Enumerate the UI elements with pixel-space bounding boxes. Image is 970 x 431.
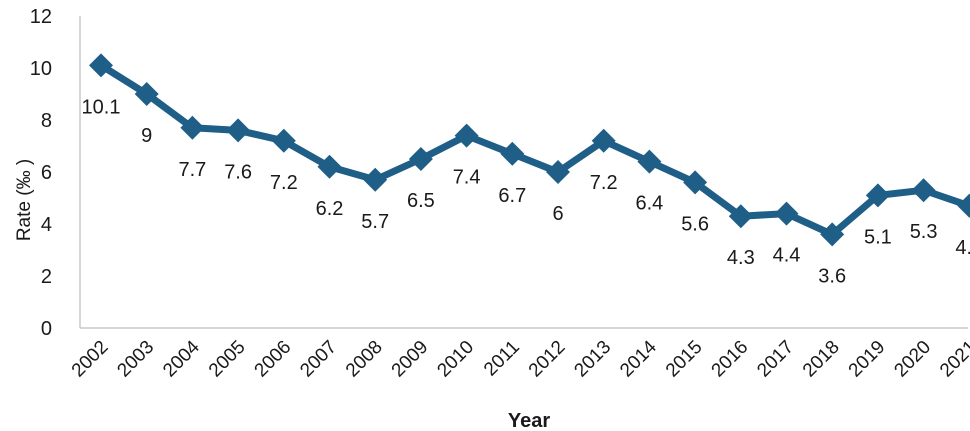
data-point-marker	[226, 118, 251, 143]
data-point-marker	[637, 149, 662, 174]
data-label: 3.6	[818, 265, 846, 287]
data-point-marker	[957, 193, 970, 218]
data-point-marker	[546, 160, 570, 184]
data-point-marker	[363, 167, 388, 192]
series-line	[97, 61, 970, 238]
data-label: 6.7	[498, 185, 526, 207]
x-tick-label: 2017	[753, 337, 798, 382]
data-label: 7.2	[590, 172, 618, 194]
data-label: 5.6	[681, 213, 709, 235]
x-tick-label: 2016	[708, 337, 753, 382]
data-label: 7.7	[178, 159, 206, 181]
data-point-marker	[317, 154, 342, 179]
y-tick-label: 0	[41, 318, 52, 340]
x-tick-label: 2005	[205, 337, 250, 382]
data-label: 5.7	[361, 211, 389, 233]
y-tick-label: 2	[41, 266, 52, 288]
x-tick-label: 2014	[616, 336, 661, 381]
data-point-marker	[911, 178, 936, 203]
data-label: 7.2	[270, 172, 298, 194]
x-tick-label: 2018	[799, 337, 844, 382]
data-point-marker	[728, 204, 753, 229]
y-tick-label: 12	[30, 6, 52, 28]
y-axis-ticks: 0 2 4 6 8 10 12	[30, 6, 52, 340]
x-tick-label: 2012	[525, 337, 570, 382]
data-point-marker	[134, 82, 159, 106]
data-point-marker	[500, 141, 525, 166]
y-axis-title: Rate (‰ )	[14, 159, 35, 241]
y-tick-label: 6	[41, 162, 52, 184]
data-point-marker	[408, 147, 433, 171]
x-tick-label: 2003	[113, 337, 158, 382]
data-label: 7.6	[224, 161, 252, 183]
data-point-marker	[820, 222, 845, 247]
x-tick-label: 2006	[251, 337, 296, 382]
data-labels: 10.1 9 7.7 7.6 7.2 6.2 5.7 6.5 7.4 6.7 6 7.2 6.4 5.6 4…	[82, 96, 970, 287]
data-label: 10.1	[82, 96, 121, 118]
data-label: 7.4	[453, 167, 481, 189]
data-point-marker	[774, 201, 799, 226]
x-tick-label: 2020	[890, 337, 935, 382]
data-label: 6.2	[316, 198, 344, 220]
data-label: 4.3	[727, 247, 755, 269]
data-label: 5.1	[864, 226, 892, 248]
x-tick-label: 2004	[159, 336, 204, 381]
y-tick-label: 4	[41, 214, 52, 236]
x-tick-label: 2007	[296, 337, 341, 382]
data-label: 9	[141, 125, 152, 147]
data-point-marker	[591, 128, 616, 153]
x-tick-label: 2021	[936, 337, 970, 382]
x-tick-label: 2011	[480, 337, 524, 381]
x-axis-ticks: 2002 2003 2004 2005 2006 2007 2008 2009 2010 2011…	[68, 336, 970, 381]
data-point-marker	[683, 170, 708, 195]
data-point-marker	[454, 123, 479, 148]
x-tick-label: 2013	[570, 337, 615, 382]
data-point-marker	[865, 183, 890, 208]
y-tick-label: 8	[41, 110, 52, 132]
x-tick-label: 2010	[433, 337, 478, 382]
x-tick-label: 2002	[68, 337, 113, 382]
data-label: 4.4	[773, 245, 801, 267]
data-point-marker	[271, 128, 296, 153]
data-point-marker	[180, 115, 205, 140]
x-tick-label: 2019	[845, 337, 890, 382]
data-point-marker	[89, 53, 113, 78]
x-axis-title: Year	[508, 410, 550, 431]
data-label: 6.4	[635, 193, 663, 215]
data-label: 5.3	[910, 221, 938, 243]
x-tick-label: 2009	[388, 337, 433, 382]
y-tick-label: 10	[30, 58, 52, 80]
data-label: 4.7	[955, 237, 970, 259]
x-tick-label: 2015	[662, 337, 707, 382]
data-label: 6	[552, 203, 563, 225]
x-tick-label: 2008	[342, 337, 387, 382]
data-label: 6.5	[407, 190, 435, 212]
series-markers	[89, 53, 970, 247]
